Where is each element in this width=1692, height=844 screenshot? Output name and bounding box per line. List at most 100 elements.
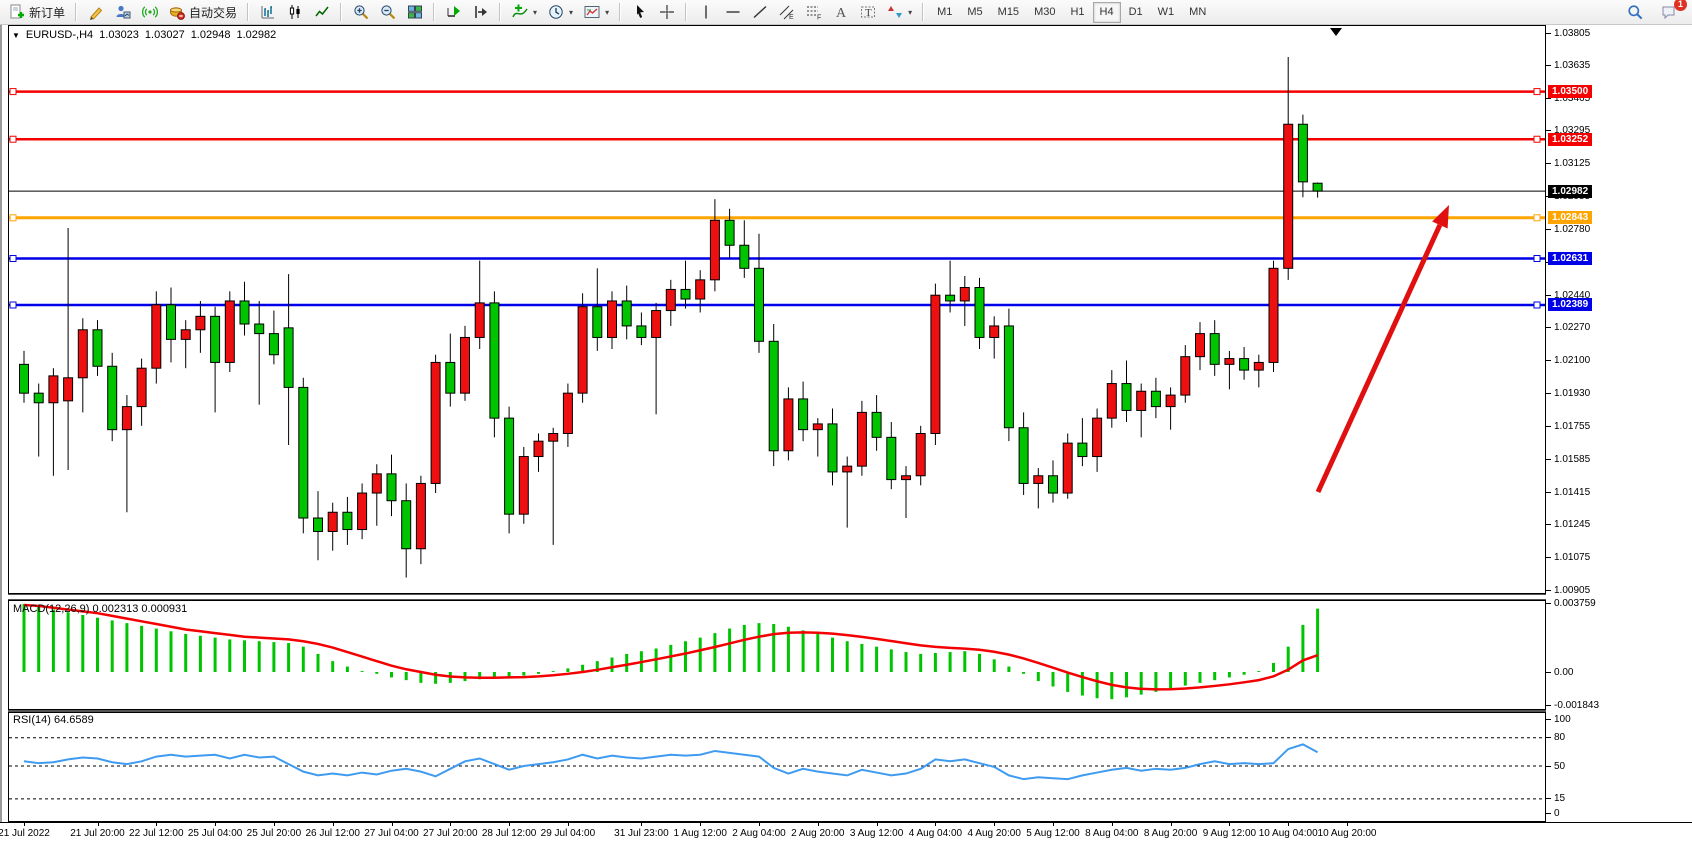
time-label: 9 Aug 12:00 [1202, 828, 1257, 839]
time-tick [450, 823, 452, 826]
zoom-out-button[interactable] [375, 1, 401, 24]
price-tick: 1.01585 [1546, 454, 1590, 465]
macd-panel[interactable] [8, 600, 1546, 710]
time-label: 21 Jul 20:00 [70, 828, 125, 839]
time-label: 4 Aug 20:00 [967, 828, 1021, 839]
candle [239, 281, 250, 336]
periods-button[interactable]: ▾ [543, 1, 578, 24]
chart-shift-button[interactable] [468, 1, 494, 24]
signal-button[interactable] [137, 1, 163, 24]
vertical-line-button[interactable] [693, 1, 719, 24]
line-handle[interactable] [1533, 255, 1541, 263]
candlestick-chart[interactable] [8, 25, 1546, 594]
timeframe-m15-button[interactable]: M15 [997, 6, 1020, 18]
bar-chart-button[interactable] [255, 1, 281, 24]
time-tick [1347, 823, 1348, 826]
indicators-button[interactable]: ▾ [507, 1, 542, 24]
autotrade-button[interactable]: 自动交易 [164, 1, 242, 24]
line-handle[interactable] [9, 88, 17, 96]
zoom-out-icon [381, 5, 396, 20]
line-handle[interactable] [1533, 214, 1541, 222]
line-handle[interactable] [1533, 88, 1541, 96]
notifications-button[interactable]: 1 [1656, 0, 1687, 24]
toolbar-button-label: 自动交易 [189, 5, 238, 20]
window-left-edge [0, 25, 8, 844]
line-chart-button[interactable] [309, 1, 335, 24]
timeframe-m30-button[interactable]: M30 [1034, 6, 1056, 18]
profile-button[interactable] [110, 1, 136, 24]
line-handle[interactable] [1533, 135, 1541, 143]
chart-shift-marker-icon[interactable] [1330, 28, 1342, 36]
line-handle[interactable] [9, 301, 17, 309]
chevron-down-icon: ▾ [569, 7, 574, 17]
template-button[interactable]: ▾ [579, 1, 614, 24]
price-tick: 1.03635 [1546, 60, 1590, 71]
candle [298, 377, 309, 534]
trendline-icon [753, 5, 767, 19]
horizontal-line-button[interactable] [720, 1, 746, 24]
channel-button[interactable]: E [774, 1, 800, 24]
chart-window[interactable]: ▼ EURUSD-,H4 1.03023 1.03027 1.02948 1.0… [0, 25, 1692, 844]
panel-divider[interactable] [8, 594, 1546, 600]
candle [592, 268, 603, 351]
line-chart-icon [315, 6, 329, 17]
timeframe-h1-button[interactable]: H1 [1070, 6, 1085, 18]
zoom-in-button[interactable] [348, 1, 374, 24]
signal-icon [142, 6, 159, 18]
timeframe-mn-button[interactable]: MN [1189, 6, 1207, 18]
candle [357, 483, 368, 540]
timeframe-m5-button[interactable]: M5 [967, 6, 983, 18]
candle [1092, 408, 1103, 472]
rsi-panel[interactable] [8, 712, 1546, 822]
candle [842, 456, 853, 528]
timeframe-w1-button[interactable]: W1 [1157, 6, 1175, 18]
time-label: 25 Jul 20:00 [246, 828, 302, 839]
candle [1224, 350, 1235, 390]
rsi-axis-tick: 80 [1546, 732, 1565, 743]
new-order-button[interactable]: 新订单 [4, 1, 70, 24]
candle [886, 421, 897, 490]
price-axis[interactable]: 1.03805 1.03635 1.03465 1.03295 1.03125 1.029… [1546, 25, 1692, 822]
candle [709, 199, 720, 292]
shapes-button[interactable]: ▾ [882, 1, 917, 24]
text-label-button[interactable]: T [855, 1, 881, 24]
time-axis[interactable]: 21 Jul 2022 21 Jul 20:00 22 Jul 12:00 25 Ju… [0, 822, 1692, 844]
panel-divider[interactable] [8, 710, 1546, 712]
line-handle[interactable] [9, 135, 17, 143]
chat-icon [1662, 6, 1675, 20]
timeframe-d1-button[interactable]: D1 [1128, 6, 1143, 18]
trend-arrow-head[interactable] [1432, 205, 1449, 229]
text-button[interactable]: A [828, 1, 854, 24]
candle [386, 454, 397, 517]
toolbar-separator [338, 3, 346, 21]
crosshair-button[interactable] [654, 1, 680, 24]
candle [1209, 320, 1220, 376]
time-label: 26 Jul 12:00 [305, 828, 360, 839]
symbol-dropdown-icon[interactable]: ▼ [12, 30, 20, 40]
time-tick [509, 823, 511, 826]
candle [327, 502, 338, 551]
price-tick: 1.01930 [1546, 388, 1590, 399]
candlestick-button[interactable] [282, 1, 308, 24]
timeframe-m1-button[interactable]: M1 [937, 6, 953, 18]
time-tick [1111, 823, 1113, 826]
line-handle[interactable] [9, 255, 17, 263]
search-button[interactable] [1622, 1, 1648, 24]
pencil-button[interactable] [83, 1, 109, 24]
timeframe-h4-button[interactable]: H4 [1092, 1, 1121, 23]
auto-scroll-button[interactable] [441, 1, 467, 24]
line-handle[interactable] [9, 214, 17, 222]
time-tick [215, 823, 217, 826]
line-handle[interactable] [1533, 301, 1541, 309]
search-icon [1628, 5, 1643, 20]
trendline-button[interactable] [747, 1, 773, 24]
price-badge-1.03500: 1.03500 [1548, 85, 1593, 99]
price-badge-1.02982: 1.02982 [1548, 184, 1593, 198]
tile-windows-button[interactable] [402, 1, 428, 24]
cursor-button[interactable] [627, 1, 653, 24]
time-tick [1170, 823, 1172, 826]
trend-arrow[interactable] [1315, 223, 1443, 494]
fibonacci-button[interactable]: F [801, 1, 827, 24]
candle [518, 446, 529, 524]
candle [77, 318, 88, 413]
